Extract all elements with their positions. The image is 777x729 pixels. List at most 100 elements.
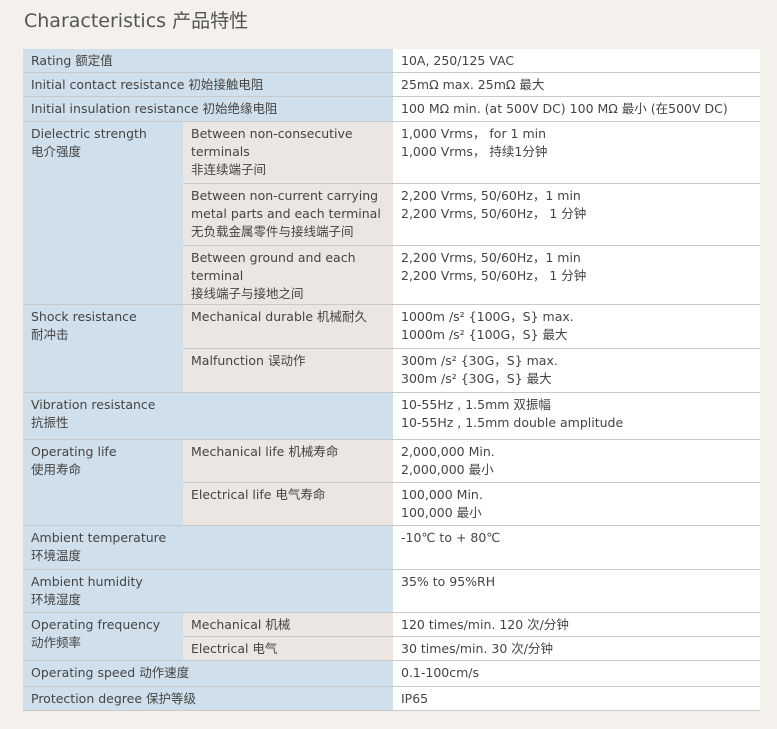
text-line: 10-55Hz , 1.5mm 双振幅 [401, 397, 551, 412]
text-line: 动作频率 [31, 635, 82, 650]
text-line: Operating life [31, 444, 117, 459]
text-line: terminals [191, 144, 250, 159]
text-line: Between non-consecutive [191, 126, 353, 141]
text-line: 2,200 Vrms, 50/60Hz， 1 分钟 [401, 206, 587, 221]
text-line: 非连续端子间 [191, 162, 267, 177]
value-cell: 100 MΩ min. (at 500V DC) 100 MΩ 最小 (在500… [393, 97, 760, 122]
text-line: IP65 [401, 691, 429, 706]
text-line: 耐冲击 [31, 327, 69, 342]
label-cell: Mechanical life 机械寿命 [183, 440, 393, 483]
value-cell: 30 times/min. 30 次/分钟 [393, 637, 760, 661]
text-line: Vibration resistance [31, 397, 156, 412]
text-line: Electrical life 电气寿命 [191, 487, 326, 502]
text-line: metal parts and each terminal [191, 206, 381, 221]
label-cell: Electrical 电气 [183, 637, 393, 661]
value-cell: 120 times/min. 120 次/分钟 [393, 613, 760, 637]
text-line: Electrical 电气 [191, 641, 278, 656]
label-cell: Shock resistance 耐冲击 [23, 305, 183, 393]
label-cell: Mechanical 机械 [183, 613, 393, 637]
text-line: Ambient temperature [31, 530, 167, 545]
text-line: 无负载金属零件与接线端子间 [191, 224, 354, 239]
text-line: Mechanical life 机械寿命 [191, 444, 339, 459]
label-cell: Between non-consecutive terminals 非连续端子间 [183, 122, 393, 184]
text-line: 1000m /s² {100G，S} 最大 [401, 327, 568, 342]
label-cell: Ambient humidity 环境湿度 [23, 570, 393, 613]
label-cell: Mechanical durable 机械耐久 [183, 305, 393, 349]
text-line: 1,000 Vrms， for 1 min [401, 126, 547, 141]
value-cell: 1000m /s² {100G，S} max. 1000m /s² {100G，S… [393, 305, 760, 349]
label-cell: Protection degree 保护等级 [23, 687, 393, 711]
text-line: 2,200 Vrms, 50/60Hz， 1 分钟 [401, 268, 587, 283]
text-line: 35% to 95%RH [401, 574, 496, 589]
text-line: 使用寿命 [31, 462, 82, 477]
text-line: -10℃ to + 80℃ [401, 530, 501, 545]
value-cell: 10-55Hz , 1.5mm 双振幅 10-55Hz , 1.5mm doubl… [393, 393, 760, 440]
text-line: 10-55Hz , 1.5mm double amplitude [401, 415, 624, 430]
text-line: 电介强度 [31, 144, 82, 159]
value-cell: 2,200 Vrms, 50/60Hz，1 min 2,200 Vrms, 50/… [393, 184, 760, 246]
text-line: Operating frequency [31, 617, 161, 632]
text-line: Rating 额定值 [31, 53, 113, 68]
label-cell: Operating speed 动作速度 [23, 661, 393, 687]
text-line: Between ground and each [191, 250, 356, 265]
label-cell: Initial contact resistance 初始接触电阻 [23, 73, 393, 97]
text-line: Initial contact resistance 初始接触电阻 [31, 77, 264, 92]
text-line: Mechanical durable 机械耐久 [191, 309, 368, 324]
text-line: 2,200 Vrms, 50/60Hz，1 min [401, 188, 581, 203]
value-cell: 2,000,000 Min. 2,000,000 最小 [393, 440, 760, 483]
text-line: 100 MΩ min. (at 500V DC) 100 MΩ 最小 (在500… [401, 101, 728, 116]
text-line: Mechanical 机械 [191, 617, 291, 632]
label-cell: Between ground and each terminal 接线端子与接地之间 [183, 246, 393, 305]
text-line: 接线端子与接地之间 [191, 286, 304, 301]
label-cell: Ambient temperature 环境温度 [23, 526, 393, 570]
text-line: 120 times/min. 120 次/分钟 [401, 617, 569, 632]
title: Characteristics 产品特性 [24, 10, 249, 32]
label-cell: Dielectric strength 电介强度 [23, 122, 183, 305]
text-line: 1000m /s² {100G，S} max. [401, 309, 574, 324]
text-line: 2,200 Vrms, 50/60Hz，1 min [401, 250, 581, 265]
text-line: 抗振性 [31, 415, 69, 430]
text-line: 30 times/min. 30 次/分钟 [401, 641, 553, 656]
text-line: 2,000,000 Min. [401, 444, 495, 459]
value-cell: -10℃ to + 80℃ [393, 526, 760, 570]
text-line: 环境湿度 [31, 592, 82, 607]
value-cell: 100,000 Min. 100,000 最小 [393, 483, 760, 526]
text-line: Operating speed 动作速度 [31, 665, 190, 680]
label-cell: Between non-current carrying metal parts … [183, 184, 393, 246]
label-cell: Operating life 使用寿命 [23, 440, 183, 526]
value-cell: 10A, 250/125 VAC [393, 49, 760, 73]
label-cell: Electrical life 电气寿命 [183, 483, 393, 526]
value-cell: 2,200 Vrms, 50/60Hz，1 min 2,200 Vrms, 50/… [393, 246, 760, 305]
text-line: Between non-current carrying [191, 188, 379, 203]
text-line: 2,000,000 最小 [401, 462, 494, 477]
text-line: 100,000 Min. [401, 487, 483, 502]
table: Rating 额定值 10A, 250/125 VAC Initial contac… [23, 49, 760, 711]
label-cell: Initial insulation resistance 初始绝缘电阻 [23, 97, 393, 122]
label-cell: Malfunction 误动作 [183, 349, 393, 393]
label-cell: Operating frequency 动作频率 [23, 613, 183, 661]
text-line: 0.1-100cm/s [401, 665, 480, 680]
value-cell: 0.1-100cm/s [393, 661, 760, 687]
value-cell: IP65 [393, 687, 760, 711]
text-line: Ambient humidity [31, 574, 143, 589]
value-cell: 300m /s² {30G，S} max. 300m /s² {30G，S} 最大 [393, 349, 760, 393]
text-line: Initial insulation resistance 初始绝缘电阻 [31, 101, 278, 116]
value-cell: 1,000 Vrms， for 1 min 1,000 Vrms， 持续1分钟 [393, 122, 760, 184]
text-line: 环境温度 [31, 548, 82, 563]
value-cell: 25mΩ max. 25mΩ 最大 [393, 73, 760, 97]
text-line: 25mΩ max. 25mΩ 最大 [401, 77, 545, 92]
text-line: 10A, 250/125 VAC [401, 53, 515, 68]
text-line: Protection degree 保护等级 [31, 691, 196, 706]
value-cell: 35% to 95%RH [393, 570, 760, 613]
text-line: 300m /s² {30G，S} 最大 [401, 371, 552, 386]
text-line: Shock resistance [31, 309, 137, 324]
text-line: terminal [191, 268, 244, 283]
text-line: 1,000 Vrms， 持续1分钟 [401, 144, 548, 159]
label-cell: Vibration resistance 抗振性 [23, 393, 393, 440]
text-line: Malfunction 误动作 [191, 353, 306, 368]
text-line: 100,000 最小 [401, 505, 482, 520]
label-cell: Rating 额定值 [23, 49, 393, 73]
text-line: 300m /s² {30G，S} max. [401, 353, 558, 368]
text-line: Dielectric strength [31, 126, 147, 141]
